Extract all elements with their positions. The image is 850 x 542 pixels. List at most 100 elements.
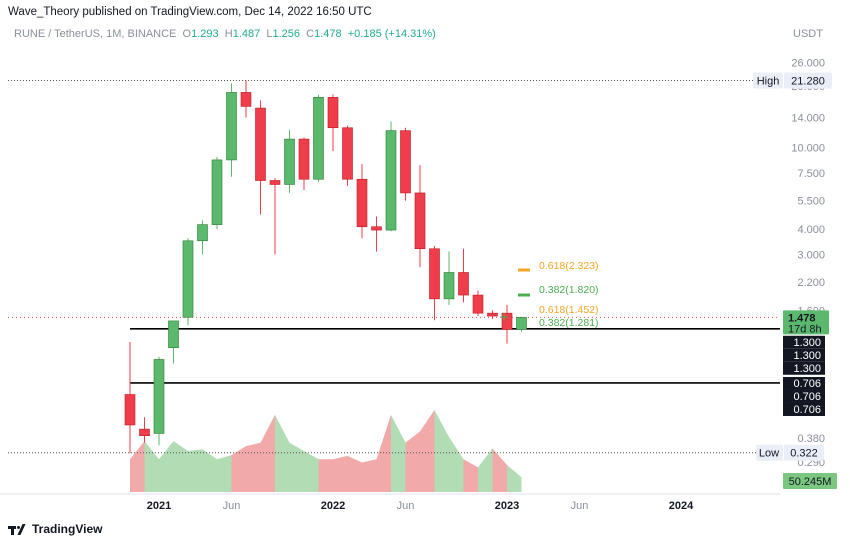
support1-text: 1.300 — [793, 350, 821, 362]
low-value-text: 0.322 — [790, 448, 818, 460]
support2-badge — [783, 402, 825, 416]
fib-label: 0.618(2.323) — [539, 260, 599, 272]
volume-segment — [217, 455, 232, 492]
high-label-text: High — [757, 75, 780, 87]
candle-body — [182, 240, 194, 318]
price-tick-label: 2.200 — [797, 277, 825, 289]
candle-body — [284, 138, 295, 185]
candle-body — [298, 138, 310, 180]
support2-badge — [783, 389, 825, 403]
candle-body — [313, 97, 324, 180]
candle-body — [356, 178, 368, 228]
candle-body — [472, 294, 484, 314]
volume-segment — [391, 414, 406, 492]
volume-segment — [260, 414, 275, 492]
high-label-badge — [753, 72, 783, 89]
candle-body — [226, 92, 237, 161]
candle-body — [400, 130, 411, 194]
support1-badge — [783, 361, 825, 375]
symbol-name[interactable]: RUNE / TetherUS, 1M, BINANCE — [14, 28, 177, 40]
candle-body — [501, 312, 513, 330]
volume-segment — [333, 455, 348, 492]
volume-segment — [376, 414, 391, 492]
volume-value-text: 50.245M — [789, 476, 832, 488]
low-label-badge — [756, 444, 783, 461]
fib-label: 0.382(1.281) — [539, 317, 599, 329]
change-value: +0.185 (+14.31%) — [347, 28, 436, 40]
volume-segment — [275, 414, 290, 492]
volume-segment — [130, 441, 145, 492]
candle-body — [269, 180, 281, 185]
countdown-text: 17d 8h — [788, 323, 822, 335]
time-tick-label: 2022 — [321, 500, 345, 512]
candle-body — [197, 224, 208, 242]
time-tick-label: Jun — [571, 500, 589, 512]
volume-segment — [188, 449, 203, 492]
price-tick-label: 4.000 — [797, 224, 825, 236]
volume-segment — [478, 448, 493, 492]
candle-body — [371, 226, 382, 231]
volume-segment — [144, 441, 159, 492]
volume-segment — [463, 459, 478, 492]
support1-text: 1.300 — [793, 337, 821, 349]
publisher-line: Wave_Theory published on TradingView.com… — [8, 6, 372, 18]
candle-body — [168, 320, 179, 349]
support2-text: 0.706 — [793, 404, 821, 416]
current-price-text: 1.478 — [788, 312, 816, 324]
low-label: L — [266, 28, 273, 40]
volume-badge — [783, 473, 837, 489]
volume-segment — [318, 459, 333, 492]
candle-body — [342, 127, 353, 180]
candle-body — [429, 248, 440, 300]
low-label-text: Low — [759, 448, 779, 460]
support1-badge — [783, 335, 825, 349]
time-tick-label: Jun — [223, 500, 241, 512]
current-price-badge — [783, 310, 829, 335]
time-tick-label: 2024 — [669, 500, 694, 512]
volume-segment — [347, 455, 362, 492]
open-value: 1.293 — [191, 28, 219, 40]
candle-body — [443, 272, 455, 300]
volume-segment — [507, 464, 522, 492]
volume-segment — [202, 449, 217, 492]
price-tick-label: 10.000 — [791, 143, 825, 155]
tradingview-footer[interactable]: TradingView — [8, 522, 102, 536]
volume-segment — [173, 441, 188, 492]
price-tick-label: 14.000 — [791, 113, 825, 125]
candle-body — [385, 130, 397, 231]
time-tick-label: 2023 — [495, 500, 519, 512]
volume-segment — [231, 446, 246, 492]
candle-body — [487, 312, 498, 317]
open-label: O — [182, 28, 192, 40]
volume-segment — [304, 451, 319, 492]
volume-segment — [420, 410, 435, 492]
support1-text: 1.300 — [793, 363, 821, 375]
candle-body — [240, 92, 252, 107]
high-value: 1.487 — [232, 28, 261, 40]
tradingview-logo-icon — [8, 523, 28, 535]
support2-text: 0.706 — [793, 378, 821, 390]
candle-body — [414, 192, 426, 250]
volume-segment — [449, 437, 464, 492]
low-value: 1.256 — [272, 28, 301, 40]
candle-body — [327, 97, 339, 129]
price-tick-label: 7.500 — [797, 168, 825, 180]
candle-body — [139, 428, 150, 436]
fib-label: 0.618(1.452) — [539, 304, 599, 316]
price-tick-label: 5.500 — [797, 196, 825, 208]
close-label: C — [306, 28, 315, 40]
volume-segment — [492, 448, 507, 492]
time-tick-label: 2021 — [147, 500, 171, 512]
price-tick-label: 0.380 — [797, 433, 825, 445]
price-tick-label: 26.000 — [791, 58, 825, 70]
price-tick-label: 3.000 — [797, 249, 825, 261]
fib-label: 0.382(1.820) — [539, 284, 599, 296]
candle-body — [211, 159, 223, 225]
high-label: H — [224, 28, 233, 40]
volume-segment — [159, 441, 174, 492]
volume-segment — [405, 431, 420, 492]
support1-badge — [783, 348, 825, 362]
candle-body — [516, 317, 527, 330]
close-value: 1.478 — [314, 28, 342, 40]
